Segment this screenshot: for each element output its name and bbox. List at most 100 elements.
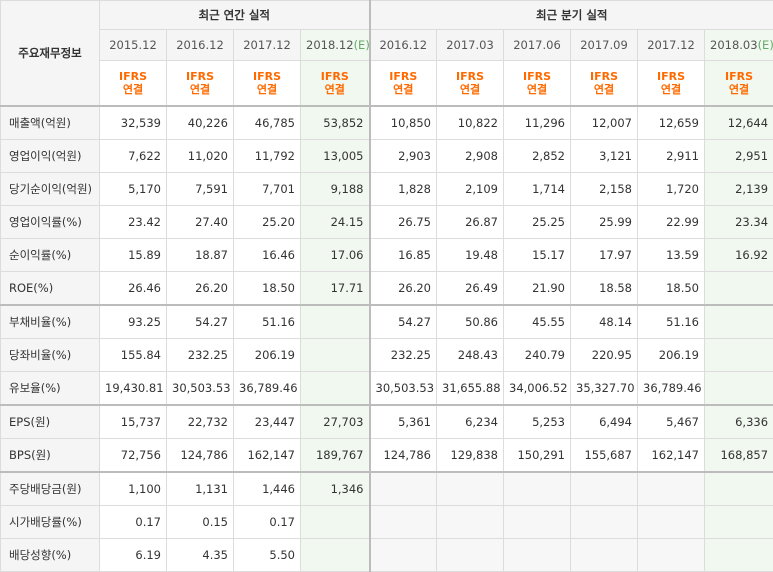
ifrs-text: IFRS: [186, 70, 214, 83]
annual-value-cell: 18.50: [234, 272, 301, 306]
quarter-estimate-period-header: 2018.03(E): [705, 30, 773, 61]
quarter-value-cell: 1,720: [638, 173, 705, 206]
quarter-value-cell: [705, 472, 773, 506]
quarter-value-cell: 2,158: [571, 173, 638, 206]
annual-value-cell: [301, 305, 370, 339]
annual-group-title: 최근 연간 실적: [100, 1, 370, 30]
annual-value-cell: 4.35: [167, 539, 234, 572]
quarter-value-cell: [705, 539, 773, 572]
consolidated-text: 연결: [661, 83, 681, 96]
annual-value-cell: 6.19: [100, 539, 167, 572]
row-label: 부채비율(%): [1, 305, 100, 339]
quarter-value-cell: [504, 472, 571, 506]
annual-value-cell: 1,100: [100, 472, 167, 506]
quarter-value-cell: [370, 506, 437, 539]
annual-value-cell: 7,701: [234, 173, 301, 206]
annual-value-cell: [301, 539, 370, 572]
quarter-value-cell: 2,109: [437, 173, 504, 206]
quarter-value-cell: 25.25: [504, 206, 571, 239]
ifrs-text: IFRS: [725, 70, 753, 83]
quarter-value-cell: [571, 506, 638, 539]
annual-value-cell: 54.27: [167, 305, 234, 339]
quarter-value-cell: 26.20: [370, 272, 437, 306]
row-label: 유보율(%): [1, 372, 100, 406]
annual-value-cell: 5.50: [234, 539, 301, 572]
quarter-value-cell: 13.59: [638, 239, 705, 272]
quarter-value-cell: 45.55: [504, 305, 571, 339]
quarter-value-cell: 51.16: [638, 305, 705, 339]
quarter-value-cell: 240.79: [504, 339, 571, 372]
quarter-value-cell: 25.99: [571, 206, 638, 239]
annual-value-cell: 17.06: [301, 239, 370, 272]
ifrs-text: IFRS: [119, 70, 147, 83]
annual-value-cell: 27,703: [301, 405, 370, 439]
annual-value-cell: 9,188: [301, 173, 370, 206]
quarter-value-cell: 1,828: [370, 173, 437, 206]
row-label: 매출액(억원): [1, 106, 100, 140]
quarter-value-cell: 54.27: [370, 305, 437, 339]
annual-estimate-period-header: 2018.12(E): [301, 30, 370, 61]
annual-period-header: 2016.12: [167, 30, 234, 61]
quarter-value-cell: 18.50: [638, 272, 705, 306]
ifrs-text: IFRS: [321, 70, 349, 83]
quarter-value-cell: 206.19: [638, 339, 705, 372]
quarter-value-cell: [370, 472, 437, 506]
quarter-value-cell: [504, 506, 571, 539]
annual-value-cell: 30,503.53: [167, 372, 234, 406]
ifrs-text: IFRS: [253, 70, 281, 83]
annual-value-cell: 16.46: [234, 239, 301, 272]
annual-value-cell: 27.40: [167, 206, 234, 239]
ifrs-text: IFRS: [389, 70, 417, 83]
quarter-value-cell: 15.17: [504, 239, 571, 272]
period-label: 2018.12: [306, 38, 354, 52]
quarter-value-cell: 34,006.52: [504, 372, 571, 406]
quarter-value-cell: [705, 506, 773, 539]
consolidated-text: 연결: [325, 83, 345, 96]
quarter-period-header: 2017.06: [504, 30, 571, 61]
quarter-value-cell: [705, 339, 773, 372]
quarter-value-cell: 16.85: [370, 239, 437, 272]
quarter-value-cell: 5,467: [638, 405, 705, 439]
annual-value-cell: 51.16: [234, 305, 301, 339]
annual-value-cell: 19,430.81: [100, 372, 167, 406]
quarter-value-cell: 2,951: [705, 140, 773, 173]
quarter-value-cell: 129,838: [437, 439, 504, 473]
quarter-value-cell: 19.48: [437, 239, 504, 272]
quarter-value-cell: 6,494: [571, 405, 638, 439]
annual-value-cell: 23.42: [100, 206, 167, 239]
annual-value-cell: 7,622: [100, 140, 167, 173]
consolidated-text: 연결: [527, 83, 547, 96]
annual-value-cell: [301, 372, 370, 406]
quarter-value-cell: 48.14: [571, 305, 638, 339]
annual-value-cell: 40,226: [167, 106, 234, 140]
annual-value-cell: 46,785: [234, 106, 301, 140]
row-header-title: 주요재무정보: [1, 1, 100, 107]
quarter-value-cell: 17.97: [571, 239, 638, 272]
quarter-value-cell: 26.87: [437, 206, 504, 239]
quarter-value-cell: [437, 506, 504, 539]
row-label: 주당배당금(원): [1, 472, 100, 506]
annual-value-cell: 11,792: [234, 140, 301, 173]
row-label: 시가배당률(%): [1, 506, 100, 539]
quarter-value-cell: 2,903: [370, 140, 437, 173]
quarter-value-cell: 31,655.88: [437, 372, 504, 406]
quarter-value-cell: 2,911: [638, 140, 705, 173]
ifrs-text: IFRS: [523, 70, 551, 83]
quarter-value-cell: 22.99: [638, 206, 705, 239]
annual-value-cell: 13,005: [301, 140, 370, 173]
quarter-value-cell: 5,253: [504, 405, 571, 439]
quarter-value-cell: 3,121: [571, 140, 638, 173]
annual-value-cell: 155.84: [100, 339, 167, 372]
